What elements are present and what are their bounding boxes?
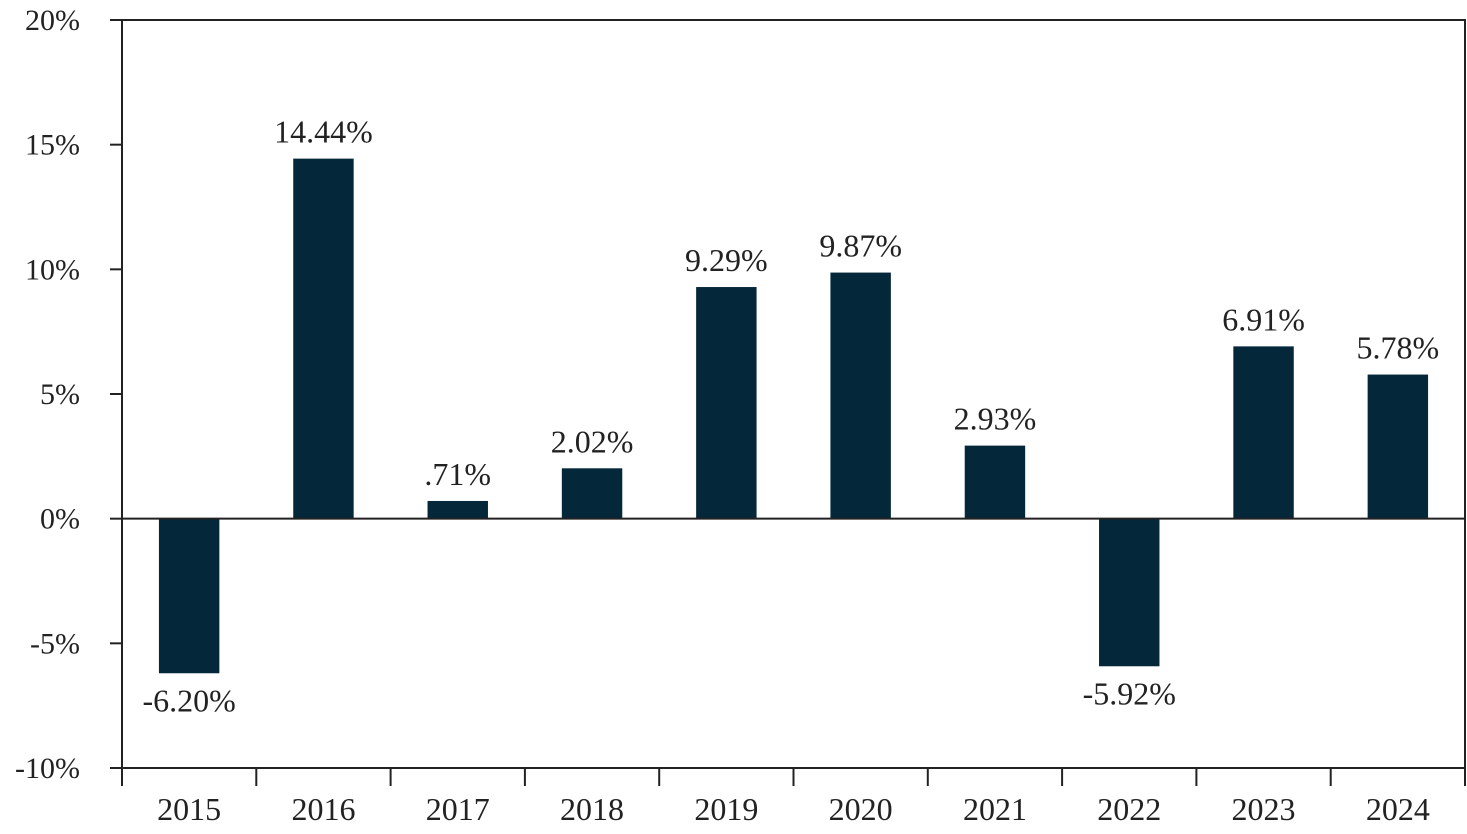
x-tick-label: 2020	[829, 791, 893, 827]
data-label-2024: 5.78%	[1357, 330, 1440, 366]
y-tick-label: 15%	[25, 129, 80, 162]
y-tick-label: 10%	[25, 253, 80, 286]
data-label-2021: 2.93%	[954, 401, 1037, 437]
bar-2015	[158, 518, 220, 674]
data-label-2019: 9.29%	[685, 242, 768, 278]
bars	[158, 158, 1429, 674]
x-tick-label: 2016	[291, 791, 355, 827]
data-label-2017: .71%	[424, 456, 491, 492]
y-tick-label: 5%	[40, 378, 80, 411]
bar-2021	[964, 445, 1026, 519]
bar-2016	[293, 158, 354, 519]
y-axis: 20% 15% 10% 5% 0% -5% -10%	[15, 4, 122, 785]
x-tick-label: 2019	[694, 791, 758, 827]
y-tick-label: -5%	[30, 627, 80, 660]
bar-2022	[1099, 518, 1160, 667]
data-label-2023: 6.91%	[1222, 301, 1305, 337]
y-tick-label: -10%	[15, 752, 80, 785]
bar-2017	[427, 500, 488, 519]
bar-2019	[696, 287, 757, 519]
data-label-2016: 14.44%	[274, 114, 373, 150]
x-axis: 2015 2016 2017 2018 2019 2020 2021 2022 2023 2024	[121, 768, 1466, 827]
bar-2018	[561, 468, 623, 519]
x-tick-label: 2021	[963, 791, 1027, 827]
plot-frame	[121, 19, 1466, 769]
data-label-2018: 2.02%	[551, 423, 634, 459]
x-tick-label: 2022	[1097, 791, 1161, 827]
bar-2020	[830, 272, 891, 519]
y-tick-label: 0%	[40, 503, 80, 536]
y-tick-label: 20%	[25, 4, 80, 37]
data-labels: -6.20% 14.44% .71% 2.02% 9.29% 9.87% 2.93% -5.9…	[142, 114, 1439, 719]
data-label-2022: -5.92%	[1083, 675, 1176, 711]
x-tick-label: 2018	[560, 791, 624, 827]
bar-2023	[1233, 346, 1294, 519]
data-label-2020: 9.87%	[819, 228, 902, 264]
x-tick-label: 2017	[426, 791, 490, 827]
data-label-2015: -6.20%	[142, 682, 235, 718]
bar-2024	[1367, 374, 1429, 519]
x-tick-label: 2024	[1366, 791, 1430, 827]
x-tick-label: 2015	[157, 791, 221, 827]
x-tick-label: 2023	[1232, 791, 1296, 827]
